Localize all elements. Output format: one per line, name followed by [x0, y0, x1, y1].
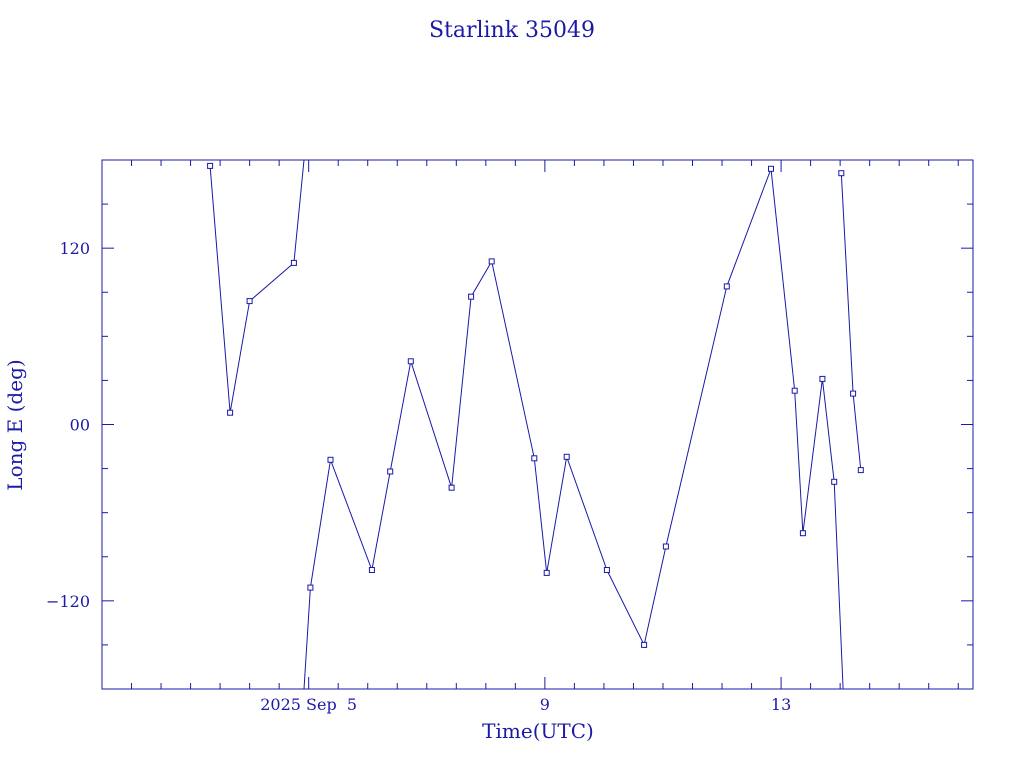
data-point-marker	[468, 293, 475, 300]
data-point-marker	[448, 484, 455, 491]
data-point-marker	[290, 259, 297, 266]
series-line	[209, 159, 305, 413]
data-point-marker	[387, 468, 394, 475]
data-point-marker	[207, 162, 214, 169]
data-point-marker	[662, 543, 669, 550]
series-line	[303, 168, 844, 690]
data-point-marker	[227, 409, 234, 416]
x-tick-label: 9	[540, 695, 550, 714]
data-point-marker	[368, 567, 375, 573]
series-layer	[207, 159, 864, 690]
data-point-marker	[799, 530, 806, 537]
data-point-marker	[850, 390, 857, 397]
data-point-marker	[543, 569, 550, 576]
data-point-marker	[563, 453, 570, 460]
y-axis-title: Long E (deg)	[3, 359, 27, 490]
data-point-marker	[768, 165, 774, 172]
x-axis-title: Time(UTC)	[482, 719, 594, 743]
data-point-marker	[831, 478, 838, 485]
y-tick-label: 00	[70, 416, 90, 435]
data-point-marker	[603, 567, 610, 573]
data-point-marker	[819, 375, 826, 382]
data-point-marker	[307, 584, 314, 591]
y-tick-label: −120	[46, 592, 90, 611]
data-point-marker	[531, 455, 538, 462]
y-tick-label: 120	[59, 239, 90, 258]
chart-title: Starlink 35049	[429, 18, 595, 43]
data-point-marker	[488, 258, 495, 265]
x-tick-label: 2025 Sep 5	[260, 695, 357, 714]
data-point-marker	[327, 456, 334, 463]
data-point-marker	[857, 467, 864, 474]
data-point-marker	[407, 358, 414, 365]
axis-tick-labels: 2025 Sep 5 9 13 120 00 −120	[46, 239, 791, 714]
data-point-marker	[838, 170, 845, 177]
plot-frame	[101, 159, 974, 690]
data-point-marker	[641, 641, 648, 648]
x-tick-label: 13	[771, 695, 791, 714]
axis-ticks	[101, 160, 973, 689]
data-point-marker	[791, 387, 798, 394]
data-point-marker	[723, 283, 730, 290]
series-line	[840, 173, 862, 471]
data-point-marker	[246, 298, 253, 305]
